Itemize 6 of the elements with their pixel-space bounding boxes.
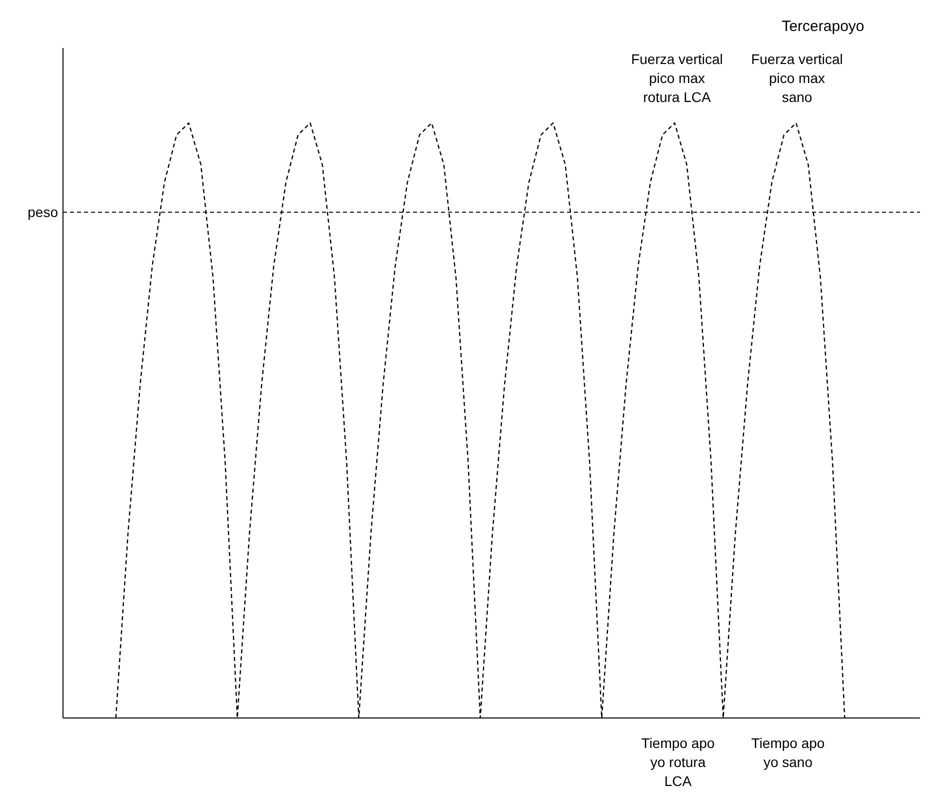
text: Fuerza vertical pico max sano: [750, 50, 844, 107]
ref-line-label: peso: [28, 204, 58, 220]
text: Fuerza vertical pico max rotura LCA: [630, 50, 724, 107]
text: Tiempo apo yo rotura LCA: [640, 734, 716, 791]
chart-title: Tercerapoyo: [780, 18, 866, 35]
text: Tiempo apo yo sano: [750, 734, 826, 772]
